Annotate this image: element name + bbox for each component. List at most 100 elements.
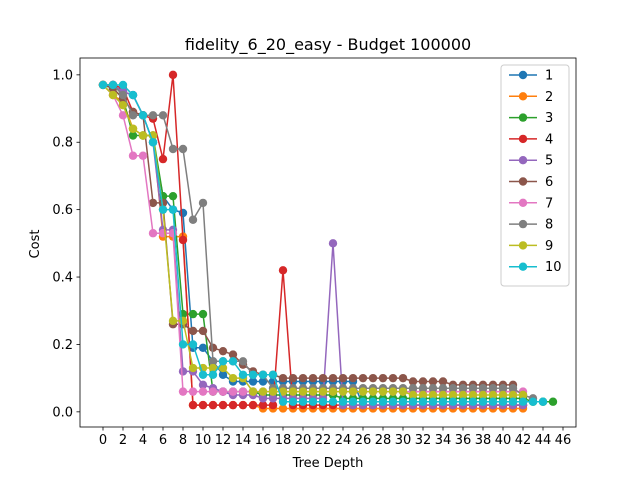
point-8-9: [188, 215, 198, 224]
point-3-3: [128, 131, 138, 140]
legend-label-9: 9: [545, 239, 553, 254]
point-8-38: [478, 384, 488, 393]
legend-item-6: 6: [509, 175, 553, 190]
point-10-14: [238, 370, 248, 379]
point-10-35: [448, 397, 458, 406]
point-9-12: [218, 363, 228, 373]
point-10-20: [298, 397, 308, 406]
point-8-10: [198, 198, 208, 208]
point-7-4: [138, 151, 148, 160]
point-4-12: [218, 400, 228, 410]
legend-marker-7: [518, 198, 528, 207]
x-tick-label-9: 18: [275, 433, 292, 448]
point-9-9: [188, 363, 198, 373]
point-9-27: [368, 387, 378, 396]
point-8-33: [428, 384, 438, 393]
point-9-35: [448, 390, 458, 400]
point-9-37: [468, 390, 478, 400]
point-10-22: [318, 397, 328, 406]
point-8-7: [168, 144, 178, 154]
point-6-32: [418, 377, 428, 386]
legend-marker-3: [518, 113, 528, 122]
point-7-10: [198, 387, 208, 396]
point-9-20: [298, 387, 308, 396]
point-9-40: [498, 390, 508, 400]
x-tick-label-18: 36: [455, 433, 472, 448]
axes-layer: 0 2 4 6 8 10 12 14 16 18 20 22 24 26 28 30 32 34 36 38 40 42 4…: [52, 57, 577, 448]
plot-background: [80, 58, 576, 427]
y-tick-label-0: 0.0: [52, 405, 73, 420]
point-5-17: [268, 394, 278, 403]
point-10-5: [148, 138, 158, 147]
point-10-0: [98, 80, 108, 90]
point-9-2: [118, 100, 128, 110]
point-9-21: [308, 387, 318, 396]
point-3-9: [188, 309, 198, 319]
y-tick-label-3: 0.6: [52, 203, 73, 218]
point-8-36: [458, 384, 468, 393]
x-tick-label-10: 20: [295, 433, 312, 448]
point-10-8: [178, 340, 188, 349]
point-10-4: [138, 111, 148, 120]
point-8-41: [508, 384, 518, 393]
x-tick-label-12: 24: [335, 433, 352, 448]
x-tick-label-4: 8: [179, 433, 187, 448]
point-3-45: [548, 397, 558, 406]
point-7-7: [168, 229, 178, 238]
point-6-27: [368, 373, 378, 383]
legend-marker-8: [518, 219, 528, 229]
point-8-37: [468, 384, 478, 393]
point-9-8: [178, 316, 188, 326]
point-6-20: [298, 373, 308, 383]
point-9-3: [128, 124, 138, 133]
x-tick-label-15: 30: [395, 433, 412, 448]
y-tick-label-1: 0.2: [52, 338, 73, 353]
point-8-8: [178, 144, 188, 154]
point-8-11: [208, 357, 218, 366]
legend-marker-4: [518, 134, 528, 144]
point-9-38: [478, 390, 488, 400]
x-tick-label-21: 42: [515, 433, 532, 448]
point-4-16: [258, 400, 268, 410]
legend-label-3: 3: [545, 111, 553, 126]
x-tick-label-0: 0: [99, 433, 107, 448]
point-10-24: [338, 397, 348, 406]
legend-marker-9: [518, 241, 528, 250]
point-10-7: [168, 205, 178, 214]
point-2-18: [278, 404, 288, 413]
plot-area: [80, 58, 576, 427]
point-6-22: [318, 373, 328, 383]
legend-label-8: 8: [545, 218, 553, 233]
legend-marker-2: [518, 92, 528, 101]
x-tick-label-14: 28: [375, 433, 392, 448]
point-10-28: [378, 397, 388, 406]
point-5-23: [328, 239, 338, 248]
point-6-11: [208, 343, 218, 353]
point-7-8: [178, 387, 188, 396]
x-tick-label-3: 6: [159, 433, 167, 448]
point-6-28: [378, 373, 388, 383]
point-4-10: [198, 400, 208, 410]
point-4-15: [248, 400, 258, 410]
x-tick-label-2: 4: [139, 433, 147, 448]
point-9-26: [358, 387, 368, 396]
legend-label-6: 6: [545, 175, 553, 190]
point-9-16: [258, 387, 268, 396]
point-7-9: [188, 387, 198, 396]
legend-item-1: 1: [509, 69, 553, 84]
point-10-16: [258, 370, 268, 379]
point-6-29: [388, 373, 398, 383]
point-8-34: [438, 384, 448, 393]
y-tick-label-5: 1.0: [52, 68, 73, 83]
point-9-29: [388, 387, 398, 396]
point-8-5: [148, 111, 158, 120]
point-10-38: [478, 397, 488, 406]
legend-label-4: 4: [545, 132, 553, 147]
point-4-7: [168, 70, 178, 80]
point-4-18: [278, 266, 288, 275]
point-3-7: [168, 191, 178, 201]
point-10-12: [218, 357, 228, 366]
point-9-42: [518, 390, 528, 400]
point-5-16: [258, 394, 268, 403]
